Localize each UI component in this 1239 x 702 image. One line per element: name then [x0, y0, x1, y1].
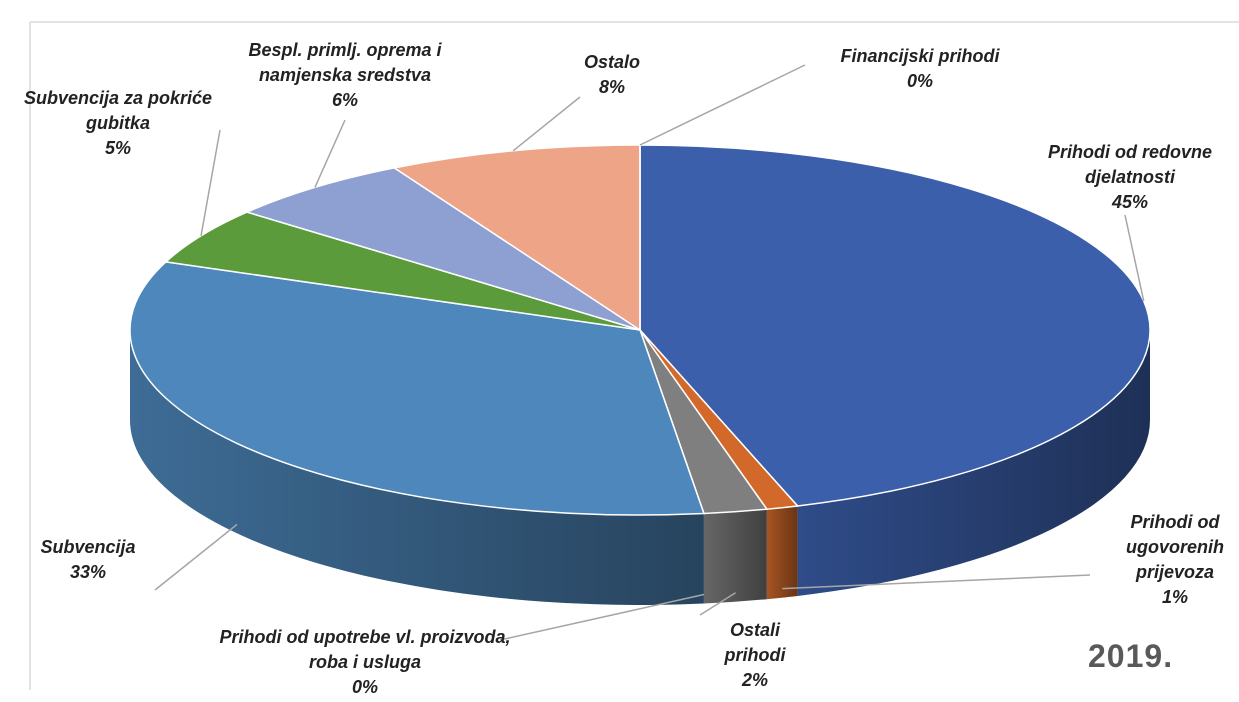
leader-line — [200, 129, 221, 236]
slice-label: Prihodi od redovne djelatnosti 45% — [1015, 140, 1239, 215]
value-label: 0% — [351, 677, 378, 697]
leader-line — [314, 119, 346, 188]
slice-label: Bespl. primlj. oprema i namjenska sredst… — [205, 38, 485, 113]
value-label: 5% — [104, 138, 131, 158]
slice-side — [797, 330, 1150, 596]
category-label: Ostali prihodi — [724, 620, 786, 665]
leader-line — [699, 592, 736, 616]
leader-line — [499, 593, 705, 641]
leader-lines — [154, 64, 1145, 641]
slice-label: Prihodi od upotrebe vl. proizvoda, roba … — [215, 625, 515, 700]
value-label: 45% — [1111, 192, 1149, 212]
leader-line — [154, 523, 238, 591]
category-label: Prihodi od ugovorenih prijevoza — [1126, 512, 1224, 582]
leader-line — [639, 64, 806, 146]
slice-label: Subvencija 33% — [28, 535, 148, 585]
slice-label: Ostalo 8% — [567, 50, 657, 100]
leader-line — [512, 96, 581, 152]
category-label: Financijski prihodi — [840, 46, 1000, 66]
slice-walls — [130, 330, 1150, 605]
slice-label: Prihodi od ugovorenih prijevoza 1% — [1100, 510, 1239, 610]
slice-tops — [129, 144, 1151, 516]
value-label: 6% — [331, 90, 358, 110]
leader-line — [1124, 214, 1145, 302]
value-label: 33% — [69, 562, 107, 582]
value-label: 2% — [741, 670, 768, 690]
value-label: 0% — [906, 71, 933, 91]
slice-side — [130, 330, 704, 605]
slice-label: Financijski prihodi 0% — [805, 44, 1035, 94]
category-label: Ostalo — [583, 52, 640, 72]
year-annotation: 2019. — [1088, 638, 1174, 674]
slice-side — [703, 509, 767, 604]
category-label: Bespl. primlj. oprema i namjenska sredst… — [248, 40, 442, 85]
value-label: 1% — [1161, 587, 1188, 607]
category-label: Prihodi od redovne djelatnosti — [1047, 142, 1212, 187]
leader-line — [782, 574, 1091, 590]
slice-label: Subvencija za pokriće gubitka 5% — [18, 86, 218, 161]
slice-label: Ostali prihodi 2% — [700, 618, 810, 693]
slice-side — [766, 505, 798, 600]
category-label: Subvencija — [40, 537, 136, 557]
category-label: Prihodi od upotrebe vl. proizvoda, roba … — [219, 627, 511, 672]
category-label: Subvencija za pokriće gubitka — [23, 88, 213, 133]
slice — [129, 261, 705, 516]
value-label: 8% — [598, 77, 625, 97]
slice — [164, 211, 641, 331]
